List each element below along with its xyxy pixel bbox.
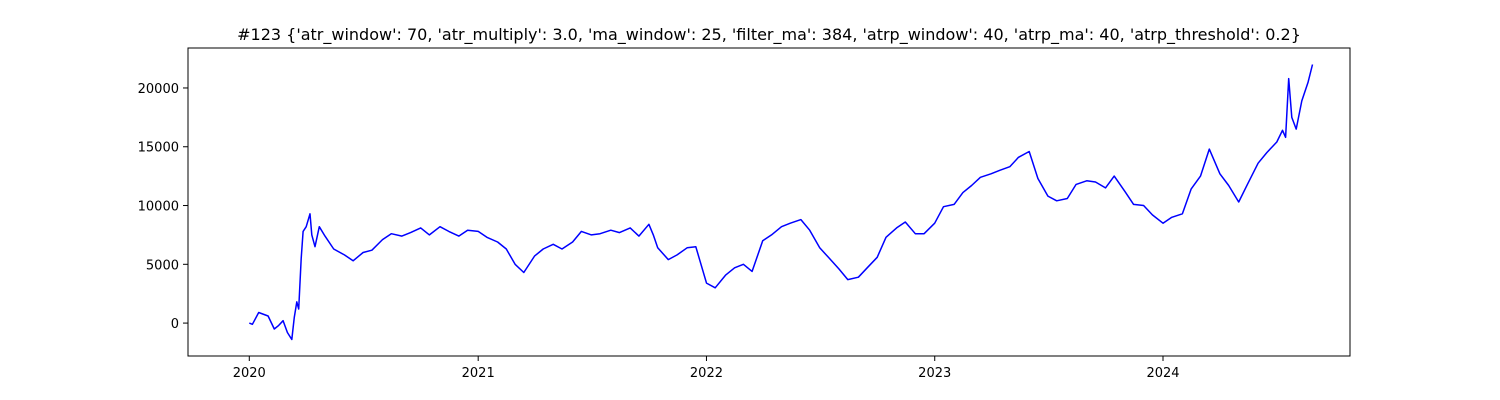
x-tick-label: 2023: [918, 366, 951, 381]
y-tick-label: 20000: [138, 82, 179, 97]
y-tick-label: 0: [171, 317, 179, 332]
x-tick-label: 2021: [462, 366, 495, 381]
y-axis: 0 5000 10000 15000 20000: [138, 82, 188, 332]
series-line: [249, 64, 1314, 341]
y-tick-label: 10000: [138, 200, 179, 215]
x-axis: 2020 2021 2022 2023 2024: [233, 356, 1180, 381]
y-tick-label: 5000: [146, 258, 179, 273]
x-tick-label: 2022: [690, 366, 723, 381]
chart-title: #123 {'atr_window': 70, 'atr_multiply': …: [237, 25, 1301, 45]
plot-area-frame: [187, 47, 1351, 357]
x-tick-label: 2020: [233, 366, 266, 381]
x-tick-label: 2024: [1146, 366, 1179, 381]
y-tick-label: 15000: [138, 141, 179, 156]
